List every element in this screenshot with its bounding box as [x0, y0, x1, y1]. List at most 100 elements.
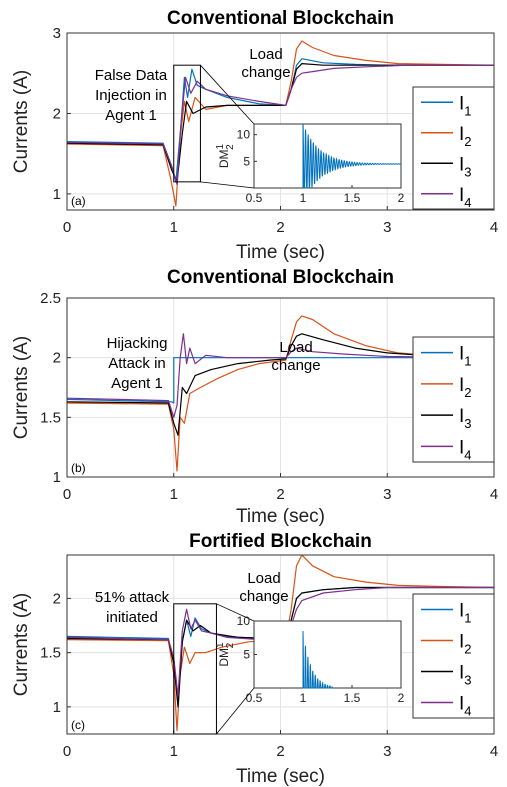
- zoom-box: [173, 64, 201, 183]
- x-tick-label: 1: [170, 219, 178, 236]
- y-tick-label: 1.5: [40, 409, 61, 426]
- inset-frame: [253, 123, 402, 189]
- series-line-i4: [67, 64, 494, 185]
- inset-y-tick-label: 5: [243, 648, 250, 662]
- legend-label: I4: [459, 694, 472, 719]
- zoom-connector: [200, 64, 255, 125]
- chart-title: Fortified Blockchain: [189, 531, 372, 552]
- inset-x-tick-label: 2: [398, 191, 405, 205]
- x-tick-label: 0: [63, 219, 71, 236]
- annotation-text: change: [271, 357, 320, 374]
- inset-y-axis-label: DM12: [215, 642, 236, 667]
- y-tick-label: 2: [53, 590, 61, 607]
- x-tick-label: 4: [490, 486, 498, 503]
- legend-box: [412, 336, 495, 463]
- x-tick-label: 4: [490, 743, 498, 760]
- inset-x-tick-label: 2: [398, 691, 405, 705]
- x-tick-label: 0: [63, 486, 71, 503]
- annotation-text: Load: [279, 339, 312, 356]
- inset-x-tick-label: 0.5: [246, 191, 263, 205]
- annotation-text: Injection in: [95, 87, 167, 104]
- annotation-text: Attack in: [108, 355, 166, 372]
- panel-label: (b): [71, 461, 86, 475]
- y-tick-label: 3: [53, 25, 61, 42]
- legend-label: I1: [459, 344, 472, 369]
- annotation-text: Hijacking: [107, 335, 168, 352]
- inset-y-tick-label: 10: [237, 614, 251, 628]
- annotation-text: Agent 1: [105, 107, 157, 124]
- inset-y-tick-label: 5: [243, 154, 250, 168]
- zoom-box: [173, 603, 217, 735]
- annotation-text: Load: [247, 570, 280, 587]
- y-tick-label: 1: [53, 699, 61, 716]
- inset-series-line: [302, 631, 333, 689]
- series-group: [67, 555, 494, 732]
- zoom-connector: [216, 687, 255, 735]
- series-line-i2: [67, 555, 494, 732]
- series-group: [67, 40, 494, 207]
- legend: I1 I2 I3 I4: [412, 593, 495, 719]
- legend-label: I3: [459, 406, 472, 431]
- y-tick-label: 1.5: [40, 645, 61, 662]
- chart-panel-3: 0 1 2 3 4 1 1.5 2 Fortified Blockchain Time (sec)…: [11, 531, 498, 787]
- inset-x-tick-label: 1.5: [344, 691, 361, 705]
- y-tick-label: 2: [53, 105, 61, 122]
- annotation-text: initiated: [106, 609, 158, 626]
- y-axis-label: Currents (A): [11, 593, 32, 696]
- legend-label: I1: [459, 93, 472, 118]
- x-tick-label: 2: [276, 743, 284, 760]
- legend-label: I2: [459, 632, 472, 657]
- inset-y-axis-label: DM12: [215, 143, 236, 168]
- annotation-text: Agent 1: [111, 375, 163, 392]
- panel-label: (a): [71, 194, 86, 208]
- annotation-text: Load: [249, 46, 282, 63]
- series-line-i3: [67, 586, 494, 708]
- x-axis-label: Time (sec): [236, 766, 325, 787]
- series-group: [67, 315, 494, 472]
- legend-label: I3: [459, 154, 472, 179]
- annotation-text: 51% attack: [95, 589, 170, 606]
- inset-x-tick-label: 0.5: [246, 691, 263, 705]
- inset-y-tick-label: 10: [237, 128, 251, 142]
- legend-label: I2: [459, 375, 472, 400]
- inset-series-line: [302, 123, 401, 189]
- inset-x-tick-label: 1: [300, 691, 307, 705]
- chart-title: Conventional Blockchain: [167, 267, 394, 288]
- x-tick-label: 0: [63, 743, 71, 760]
- zoom-connector: [200, 181, 255, 189]
- inset-frame: [253, 620, 402, 689]
- legend-label: I4: [459, 185, 472, 210]
- legend-label: I4: [459, 437, 472, 462]
- legend-box: [412, 86, 495, 210]
- annotation-text: change: [239, 588, 288, 605]
- legend: I1 I2 I3 I4: [412, 86, 495, 210]
- annotation-text: False Data: [95, 67, 168, 84]
- legend-label: I3: [459, 663, 472, 688]
- inset-x-tick-label: 1: [300, 191, 307, 205]
- x-tick-label: 2: [276, 219, 284, 236]
- zoom-connector: [216, 603, 255, 622]
- legend-box: [412, 593, 495, 719]
- legend-label: I2: [459, 124, 472, 149]
- x-tick-label: 2: [276, 486, 284, 503]
- x-tick-label: 4: [490, 219, 498, 236]
- x-tick-label: 3: [383, 743, 391, 760]
- series-line-i3: [67, 333, 494, 436]
- series-line-i4: [67, 586, 494, 697]
- y-tick-label: 1: [53, 469, 61, 486]
- series-line-i4: [67, 333, 494, 418]
- y-tick-label: 1: [53, 186, 61, 203]
- y-axis-label: Currents (A): [11, 70, 32, 173]
- inset-x-tick-label: 1.5: [344, 191, 361, 205]
- y-axis-label: Currents (A): [11, 336, 32, 439]
- legend-label: I1: [459, 601, 472, 626]
- legend: I1 I2 I3 I4: [412, 336, 495, 463]
- annotation-text: change: [241, 64, 290, 81]
- x-tick-label: 1: [170, 743, 178, 760]
- y-tick-label: 2.5: [40, 290, 61, 307]
